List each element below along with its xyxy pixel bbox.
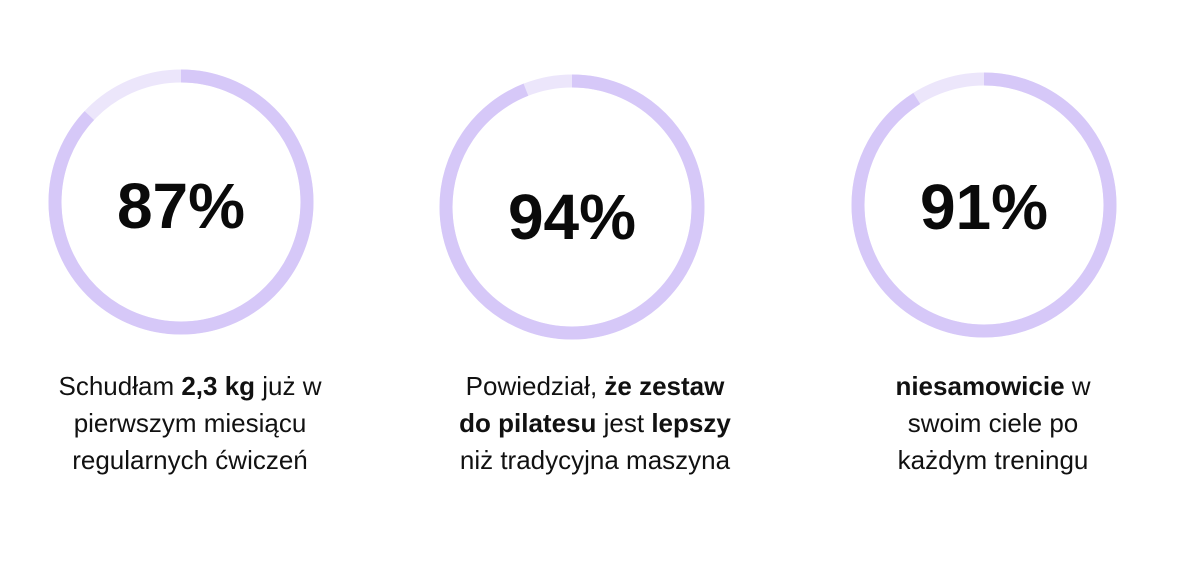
caption-2-highlight: że zestaw: [604, 371, 725, 401]
stat-caption-1: Schudłam 2,3 kg już w pierwszym miesiącu…: [0, 368, 380, 479]
percent-value-1: 87%: [116, 170, 246, 242]
percent-value-3: 91%: [919, 171, 1049, 243]
stat-card-2: 94%: [437, 72, 707, 492]
caption-2-text: jest: [596, 408, 652, 438]
stat-caption-3: niesamowicie w swoim ciele po każdym tre…: [800, 368, 1178, 479]
ring-fill-2: [439, 74, 705, 340]
caption-3-line-3: każdym treningu: [897, 445, 1089, 475]
caption-1-text: już w: [255, 371, 322, 401]
caption-1-line-1: Schudłam 2,3 kg już w: [0, 368, 380, 405]
caption-2-highlight: do pilatesu: [459, 408, 597, 438]
progress-ring-2: [437, 72, 707, 342]
caption-3-line-2: swoim ciele po: [907, 408, 1079, 438]
caption-1-line-2: pierwszym miesiącu: [73, 408, 307, 438]
progress-ring-svg-1: [48, 69, 314, 335]
caption-2-line-3: niż tradycyjna maszyna: [459, 445, 731, 475]
caption-2-line-2: do pilatesu jest lepszy: [390, 405, 800, 442]
caption-3-text: w: [1064, 371, 1091, 401]
progress-ring-1: [46, 67, 316, 337]
caption-2-line-1: Powiedział, że zestaw: [390, 368, 800, 405]
caption-1-highlight: 2,3 kg: [181, 371, 256, 401]
caption-3-line-1: niesamowicie w: [800, 368, 1178, 405]
progress-ring-svg-3: [851, 72, 1117, 338]
stat-caption-2: Powiedział, że zestaw do pilatesu jest l…: [390, 368, 800, 479]
stat-card-1: 87%: [46, 67, 316, 487]
stat-card-3: 91%: [849, 70, 1119, 490]
caption-2-highlight: lepszy: [651, 408, 731, 438]
percent-value-2: 94%: [507, 181, 637, 253]
caption-3-highlight: niesamowicie: [895, 371, 1065, 401]
ring-fill-3: [851, 72, 1117, 338]
caption-2-text: Powiedział,: [465, 371, 605, 401]
caption-1-line-3: regularnych ćwiczeń: [72, 445, 308, 475]
ring-fill-1: [48, 69, 314, 335]
progress-ring-3: [849, 70, 1119, 340]
progress-ring-svg-2: [439, 74, 705, 340]
caption-1-text: Schudłam: [58, 371, 182, 401]
